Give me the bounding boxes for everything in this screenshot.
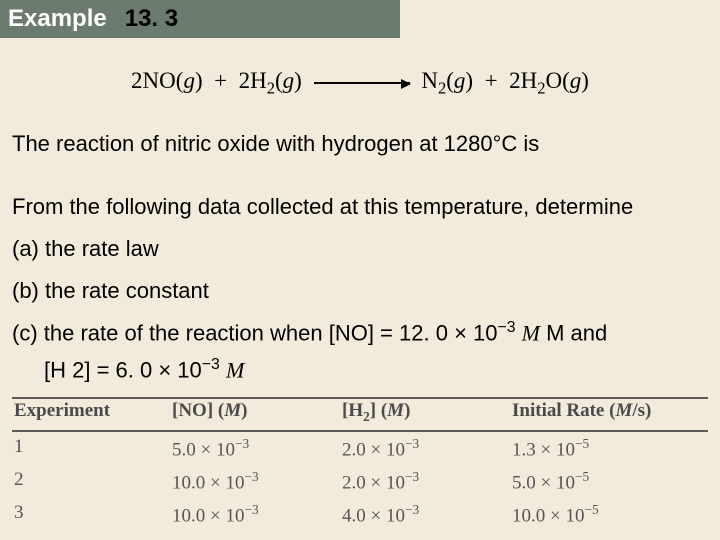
eq-coef: 2 (509, 68, 521, 93)
hdr-unit: M (615, 400, 632, 421)
hdr-text: ] ( (370, 400, 387, 421)
question-b: (b) the rate constant (0, 270, 720, 312)
qc-text: (c) the rate of the reaction when [NO] =… (12, 321, 498, 346)
eq-phase: g (454, 68, 466, 93)
col-no: [NO] (M) (172, 400, 342, 425)
chemical-equation: 2NO(g) + 2H2(g) N2(g) + 2H2O(g) (0, 38, 720, 117)
example-number: 13. 3 (125, 5, 178, 33)
qc-exp: −3 (498, 319, 516, 336)
eq-phase: g (283, 68, 295, 93)
qc2-text: [H 2] = 6. 0 × 10 (44, 358, 202, 383)
hdr-text: [NO] ( (172, 400, 224, 421)
eq-species: H (521, 68, 538, 93)
eq-species: O (545, 68, 562, 93)
hdr-text: Initial Rate ( (512, 400, 615, 421)
hdr-unit: M (224, 400, 241, 421)
intro-line: The reaction of nitric oxide with hydrog… (0, 123, 720, 165)
col-rate: Initial Rate (M/s) (512, 400, 708, 425)
eq-phase: g (183, 68, 195, 93)
hdr-text: [H (342, 400, 363, 421)
table-header-row: Experiment [NO] (M) [H2] (M) Initial Rat… (12, 400, 708, 432)
table-row: 310.0 × 10−34.0 × 10−310.0 × 10−5 (12, 498, 708, 531)
table-row: 15.0 × 10−32.0 × 10−31.3 × 10−5 (12, 432, 708, 465)
qc2-exp: −3 (202, 356, 220, 373)
hdr-text: ) (241, 400, 247, 421)
example-label: Example (8, 5, 107, 33)
hdr-text: ) (404, 400, 410, 421)
question-a: (a) the rate law (0, 228, 720, 270)
col-h2: [H2] (M) (342, 400, 512, 425)
hdr-text: /s) (632, 400, 651, 421)
eq-sub: 2 (267, 79, 275, 98)
eq-species: H (250, 68, 267, 93)
eq-sub: 2 (438, 79, 446, 98)
reaction-arrow (314, 82, 410, 84)
eq-coef: 2 (239, 68, 251, 93)
qc-text: M and (540, 321, 607, 346)
eq-phase: g (570, 68, 582, 93)
table-row: 210.0 × 10−32.0 × 10−35.0 × 10−5 (12, 465, 708, 498)
col-experiment: Experiment (12, 400, 172, 425)
eq-species: N (421, 68, 438, 93)
eq-species: NO (143, 68, 176, 93)
prompt-line: From the following data collected at thi… (0, 186, 720, 228)
table-body: 15.0 × 10−32.0 × 10−31.3 × 10−5210.0 × 1… (12, 432, 708, 532)
hdr-sub: 2 (363, 409, 370, 424)
data-table: Experiment [NO] (M) [H2] (M) Initial Rat… (12, 397, 708, 532)
eq-coef: 2 (131, 68, 143, 93)
example-header: Example 13. 3 (0, 0, 400, 38)
question-c-line2: [H 2] = 6. 0 × 10−3 M (0, 348, 720, 391)
hdr-unit: M (387, 400, 404, 421)
